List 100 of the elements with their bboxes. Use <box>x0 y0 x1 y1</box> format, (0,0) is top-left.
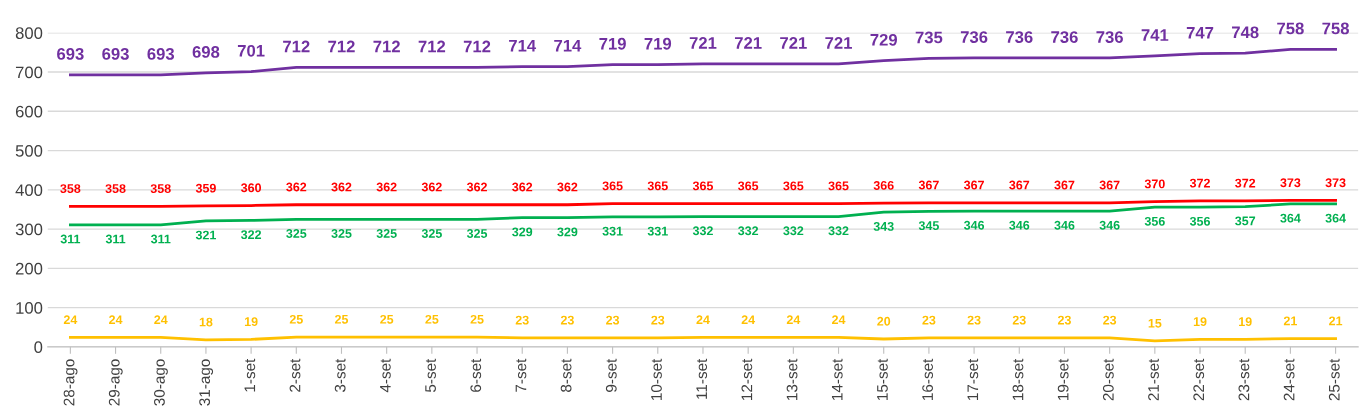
data-label: 24 <box>832 315 846 324</box>
data-label: 321 <box>195 230 217 240</box>
data-label: 19 <box>1239 317 1252 327</box>
data-label: 735 <box>915 31 943 44</box>
x-tick-label: 17-set <box>967 358 979 400</box>
data-label: 736 <box>1096 31 1123 43</box>
data-label: 329 <box>512 227 533 237</box>
data-label: 20 <box>877 316 891 326</box>
data-label: 331 <box>602 226 623 236</box>
data-label: 24 <box>63 315 78 324</box>
data-label: 365 <box>602 181 623 191</box>
data-label: 712 <box>418 40 446 53</box>
data-label: 331 <box>647 226 668 236</box>
x-tick-label: 28-ago <box>63 359 78 406</box>
data-label: 693 <box>102 48 129 60</box>
x-tick-label: 31-ago <box>199 359 214 406</box>
data-label: 736 <box>960 31 988 43</box>
x-tick-label: 7-set <box>515 358 527 392</box>
x-tick-label: 9-set <box>605 358 617 392</box>
data-label: 362 <box>421 182 442 192</box>
data-label: 365 <box>828 181 849 191</box>
data-label: 23 <box>922 315 936 325</box>
data-label: 23 <box>515 315 529 325</box>
y-tick-label: 300 <box>15 223 43 236</box>
x-tick-label: 30-ago <box>154 359 168 406</box>
data-label: 365 <box>783 181 804 191</box>
data-label: 365 <box>738 181 759 191</box>
data-label: 693 <box>57 48 84 60</box>
y-tick-label: 700 <box>15 66 43 79</box>
data-label: 23 <box>1103 315 1117 325</box>
data-label: 721 <box>689 37 717 49</box>
data-label: 367 <box>1099 180 1120 190</box>
data-label: 721 <box>780 37 807 49</box>
data-label: 329 <box>557 227 578 237</box>
data-label: 346 <box>963 220 985 230</box>
x-tick-label: 24-set <box>1283 358 1295 401</box>
data-label: 365 <box>692 181 714 191</box>
data-label: 23 <box>560 315 574 325</box>
data-label: 736 <box>1051 31 1078 43</box>
data-label: 18 <box>199 317 213 327</box>
x-tick-label: 23-set <box>1238 358 1250 401</box>
data-label: 358 <box>60 184 81 194</box>
data-label: 25 <box>289 314 303 324</box>
data-label: 346 <box>1099 220 1120 230</box>
data-label: 712 <box>283 40 310 53</box>
data-label: 24 <box>154 315 168 324</box>
data-label: 25 <box>470 314 484 324</box>
data-label: 23 <box>606 315 620 325</box>
x-tick-label: 29-ago <box>108 359 123 406</box>
data-label: 758 <box>1322 22 1349 35</box>
data-label: 729 <box>870 33 898 46</box>
data-label: 712 <box>463 40 491 53</box>
data-label: 372 <box>1235 178 1256 188</box>
x-tick-label: 25-set <box>1328 358 1340 401</box>
y-tick-label: 600 <box>15 105 43 118</box>
data-label: 698 <box>192 46 220 58</box>
data-label: 712 <box>328 40 355 53</box>
data-label: 359 <box>195 183 216 193</box>
data-label: 24 <box>696 315 710 324</box>
data-label: 24 <box>109 315 123 324</box>
data-label: 311 <box>105 234 126 244</box>
x-tick-label: 14-set <box>831 358 843 400</box>
data-label: 758 <box>1277 22 1304 35</box>
data-label: 748 <box>1232 26 1259 39</box>
data-label: 25 <box>425 314 439 324</box>
data-label: 358 <box>150 184 171 194</box>
x-tick-label: 19-set <box>1057 358 1069 400</box>
data-label: 373 <box>1280 178 1301 188</box>
data-label: 332 <box>828 226 849 236</box>
data-label: 719 <box>644 37 672 50</box>
data-label: 721 <box>734 37 762 49</box>
data-label: 311 <box>150 234 171 244</box>
data-label: 23 <box>1012 315 1026 325</box>
x-tick-label: 18-set <box>1012 358 1024 400</box>
data-label: 21 <box>1329 316 1343 326</box>
data-label: 24 <box>786 315 801 324</box>
data-label: 364 <box>1280 213 1301 223</box>
data-label: 24 <box>741 315 756 324</box>
data-label: 370 <box>1144 179 1165 189</box>
x-tick-label: 13-set <box>786 358 798 400</box>
data-label: 362 <box>376 182 397 192</box>
x-tick-label: 20-set <box>1102 358 1114 401</box>
data-label: 721 <box>825 37 852 49</box>
data-label: 357 <box>1235 216 1256 226</box>
data-label: 325 <box>466 229 488 238</box>
x-tick-label: 16-set <box>922 358 934 400</box>
data-label: 747 <box>1186 27 1214 39</box>
y-tick-label: 200 <box>15 262 43 275</box>
x-tick-label: 1-set <box>244 358 256 392</box>
data-label: 325 <box>331 229 352 238</box>
data-label: 367 <box>1009 180 1030 190</box>
data-label: 360 <box>240 183 262 193</box>
data-label: 21 <box>1283 316 1297 326</box>
x-tick-label: 15-set <box>877 358 888 400</box>
data-label: 693 <box>147 48 175 60</box>
y-tick-label: 0 <box>34 341 43 354</box>
data-label: 332 <box>738 226 759 236</box>
y-tick-label: 100 <box>16 302 43 314</box>
data-label: 366 <box>873 181 894 190</box>
data-label: 356 <box>1189 216 1210 226</box>
